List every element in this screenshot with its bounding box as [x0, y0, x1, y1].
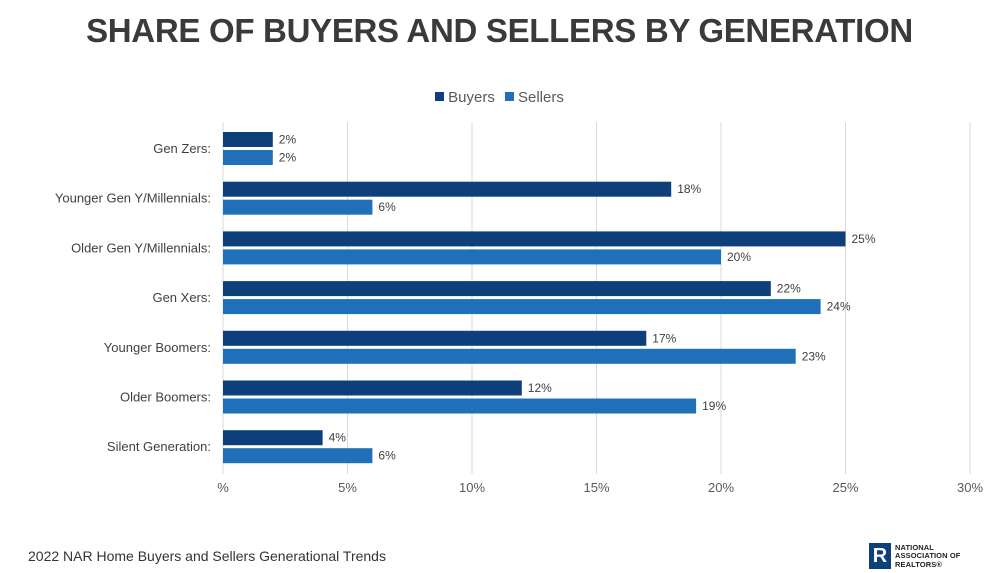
legend-item-sellers: Sellers — [505, 89, 564, 106]
x-tick-label: 30% — [957, 480, 983, 495]
data-label-buyers: 17% — [652, 331, 676, 345]
data-label-buyers: 22% — [777, 282, 801, 296]
legend-swatch-sellers — [505, 92, 514, 101]
chart-title: SHARE OF BUYERS AND SELLERS BY GENERATIO… — [86, 12, 913, 49]
bar-buyers — [223, 430, 323, 446]
legend: Buyers Sellers — [0, 89, 999, 106]
bar-sellers — [223, 299, 821, 315]
category-label: Gen Zers: — [153, 141, 211, 156]
legend-swatch-buyers — [435, 92, 445, 101]
bar-buyers — [223, 281, 771, 297]
data-label-sellers: 2% — [279, 151, 297, 165]
bar-chart: % 5% 10% 15% 20% 25% 30% Gen Zers: 2% 2% Younger G… — [55, 122, 983, 495]
bar-buyers — [223, 231, 846, 247]
data-label-buyers: 4% — [329, 431, 347, 445]
footer-source: 2022 NAR Home Buyers and Sellers Generat… — [28, 548, 386, 564]
x-tick-label: 25% — [832, 480, 858, 495]
category-label: Older Boomers: — [120, 390, 211, 405]
data-label-sellers: 24% — [827, 300, 851, 314]
category-label: Younger Boomers: — [104, 340, 211, 355]
category-label: Younger Gen Y/Millennials: — [55, 191, 211, 206]
bar-buyers — [223, 181, 672, 197]
data-label-sellers: 6% — [378, 449, 396, 463]
bar-buyers — [223, 330, 647, 346]
bar-sellers — [223, 199, 373, 215]
bar-buyers — [223, 380, 522, 396]
data-label-buyers: 12% — [528, 381, 552, 395]
nar-logo: R NATIONAL ASSOCIATION OF REALTORS® — [869, 543, 989, 569]
x-tick-label: % — [217, 480, 229, 495]
category-label: Silent Generation: — [107, 439, 211, 454]
bar-sellers — [223, 348, 796, 364]
data-label-sellers: 6% — [378, 200, 396, 214]
realtor-r-icon: R — [869, 543, 891, 569]
bar-sellers — [223, 398, 697, 414]
data-label-buyers: 18% — [677, 182, 701, 196]
legend-label-sellers: Sellers — [518, 89, 564, 106]
data-label-buyers: 25% — [852, 232, 876, 246]
data-label-sellers: 23% — [802, 349, 826, 363]
category-label: Older Gen Y/Millennials: — [71, 240, 211, 255]
logo-text: NATIONAL ASSOCIATION OF REALTORS® — [895, 543, 961, 569]
data-label-buyers: 2% — [279, 133, 297, 147]
bar-buyers — [223, 132, 273, 147]
bar-sellers — [223, 150, 273, 165]
x-tick-label: 10% — [459, 480, 485, 495]
bar-sellers — [223, 249, 721, 265]
x-tick-label: 20% — [708, 480, 734, 495]
bar-sellers — [223, 448, 373, 464]
legend-label-buyers: Buyers — [448, 89, 495, 106]
x-tick-label: 5% — [338, 480, 357, 495]
legend-item-buyers: Buyers — [435, 89, 495, 106]
category-label: Gen Xers: — [152, 290, 211, 305]
data-label-sellers: 20% — [727, 250, 751, 264]
x-tick-label: 15% — [583, 480, 609, 495]
data-label-sellers: 19% — [702, 399, 726, 413]
